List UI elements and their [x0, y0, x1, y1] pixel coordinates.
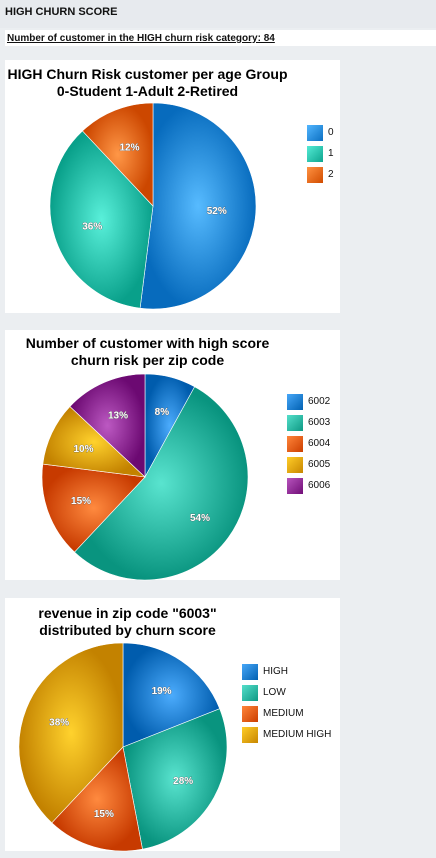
- chart-title: revenue in zip code "6003" distributed b…: [5, 605, 250, 639]
- chart-title-line: Number of customer with high score: [25, 335, 270, 351]
- legend-label: 2: [328, 169, 334, 180]
- slice-label-6005: 10%: [73, 444, 93, 455]
- pie-slice-2[interactable]: [82, 102, 154, 207]
- legend-label: 1: [328, 148, 334, 159]
- legend-label: MEDIUM: [263, 708, 304, 719]
- legend-swatch: [242, 727, 258, 743]
- legend-label: 6003: [308, 417, 331, 428]
- pie-slice-6006[interactable]: [69, 373, 146, 478]
- legend-swatch: [287, 415, 303, 431]
- header-bar: HIGH CHURN SCORE: [0, 0, 436, 28]
- slice-label-6003: 54%: [190, 513, 210, 524]
- legend-label: 0: [328, 127, 334, 138]
- age-group-pie: 52% 36% 12%: [49, 102, 257, 310]
- slice-label-2: 12%: [119, 143, 139, 154]
- legend-label: 6005: [308, 459, 331, 470]
- legend-label: MEDIUM HIGH: [263, 729, 332, 740]
- pie-slice-1[interactable]: [49, 130, 154, 309]
- pie-slice-6004[interactable]: [41, 463, 146, 553]
- legend-swatch: [287, 478, 303, 494]
- chart-title-line: 0-Student 1-Adult 2-Retired: [56, 83, 239, 99]
- pie-slice-low[interactable]: [122, 708, 228, 850]
- legend-swatch: [287, 436, 303, 452]
- slice-label-1: 36%: [82, 222, 102, 233]
- chart-title-line: HIGH Churn Risk customer per age Group: [7, 66, 288, 82]
- chart-title: HIGH Churn Risk customer per age Group 0…: [5, 66, 290, 100]
- slice-label-medium: 15%: [94, 809, 114, 820]
- legend-label: 6004: [308, 438, 331, 449]
- slice-label-medium-high: 38%: [49, 718, 69, 729]
- chart-title-line: distributed by churn score: [39, 622, 216, 638]
- chart-title-line: revenue in zip code "6003": [38, 605, 217, 621]
- legend-label: 6006: [308, 480, 331, 491]
- legend-label: 6002: [308, 396, 331, 407]
- legend-swatch: [287, 457, 303, 473]
- zip-code-chart-panel: Number of customer with high score churn…: [5, 330, 340, 581]
- legend-swatch: [287, 394, 303, 410]
- age-group-chart-panel: HIGH Churn Risk customer per age Group 0…: [5, 60, 340, 313]
- slice-label-low: 28%: [173, 776, 193, 787]
- legend-swatch: [307, 125, 323, 141]
- revenue-pie: 19% 28% 15% 38%: [18, 642, 228, 852]
- slice-label-high: 19%: [152, 686, 172, 697]
- revenue-chart-panel: revenue in zip code "6003" distributed b…: [5, 598, 340, 852]
- slice-label-6004: 15%: [71, 496, 91, 507]
- chart-title-line: churn risk per zip code: [70, 352, 225, 368]
- legend-label: LOW: [263, 687, 286, 698]
- legend-swatch: [307, 146, 323, 162]
- zip-code-pie: 8% 54% 15% 10% 13%: [41, 373, 249, 581]
- pie-slice-0[interactable]: [139, 102, 257, 310]
- subtitle-strip: Number of customer in the HIGH churn ris…: [5, 30, 436, 46]
- legend-swatch: [242, 664, 258, 680]
- legend-swatch: [307, 167, 323, 183]
- pie-slice-6003[interactable]: [74, 386, 249, 581]
- pie-slice-medium-high[interactable]: [18, 642, 124, 824]
- slice-label-6002: 8%: [155, 407, 170, 418]
- chart-title: Number of customer with high score churn…: [5, 335, 290, 369]
- legend-swatch: [242, 685, 258, 701]
- legend-label: HIGH: [263, 666, 288, 677]
- pie-slice-high[interactable]: [122, 642, 221, 748]
- page-title: HIGH CHURN SCORE: [5, 6, 118, 18]
- legend-swatch: [242, 706, 258, 722]
- slice-label-0: 52%: [207, 206, 227, 217]
- pie-slice-medium[interactable]: [51, 746, 143, 852]
- churn-count-summary: Number of customer in the HIGH churn ris…: [7, 33, 275, 44]
- slice-label-6006: 13%: [108, 411, 128, 422]
